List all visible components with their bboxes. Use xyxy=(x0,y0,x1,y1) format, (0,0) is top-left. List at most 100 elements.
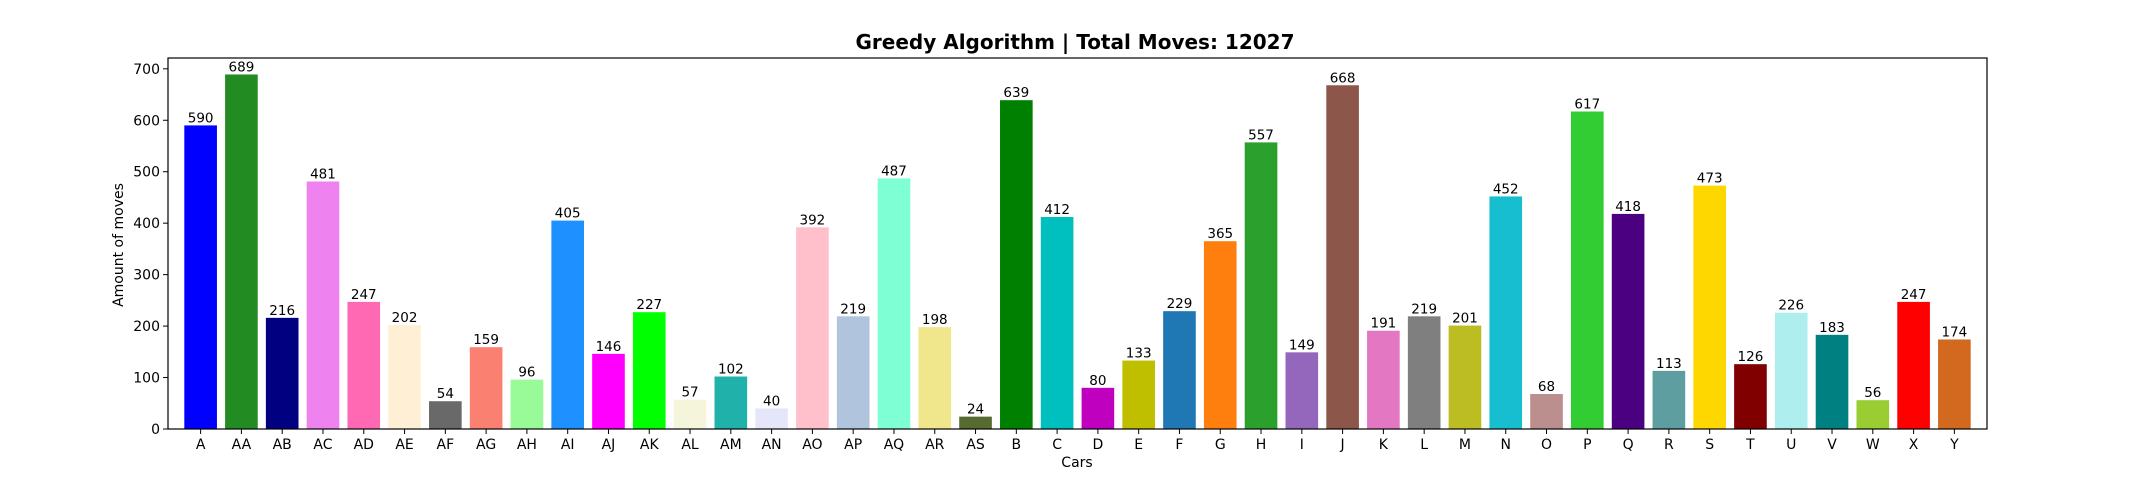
bar-AS xyxy=(959,416,992,429)
bar-Y xyxy=(1938,339,1971,429)
x-tick-label: AQ xyxy=(884,437,904,453)
x-tick-label: AC xyxy=(313,437,332,453)
bar-value-label: 159 xyxy=(473,332,499,348)
x-tick-label: S xyxy=(1705,437,1714,453)
x-tick-label: O xyxy=(1541,437,1552,453)
bar-value-label: 227 xyxy=(636,297,662,313)
bar-M xyxy=(1448,325,1482,429)
bar-value-label: 191 xyxy=(1370,316,1396,332)
bar-value-label: 229 xyxy=(1167,296,1193,312)
x-tick-label: AE xyxy=(395,437,413,453)
bar-AI xyxy=(551,220,585,429)
bar-AG xyxy=(469,347,503,429)
bar-S xyxy=(1693,185,1726,429)
x-tick-label: M xyxy=(1459,437,1471,453)
x-tick-label: AG xyxy=(476,437,496,453)
bar-H xyxy=(1244,142,1278,429)
bar-value-label: 198 xyxy=(922,312,948,328)
plot-area-frame xyxy=(167,57,1988,430)
bar-AC xyxy=(306,181,340,429)
y-tick-label: 0 xyxy=(151,422,160,438)
bar-value-label: 639 xyxy=(1003,85,1029,101)
bar-F xyxy=(1163,311,1196,429)
y-axis-label: Amount of moves xyxy=(111,183,127,307)
y-tick-label: 500 xyxy=(133,165,160,181)
bar-AB xyxy=(265,317,299,429)
bar-T xyxy=(1734,364,1767,429)
x-tick-label: W xyxy=(1866,437,1880,453)
bar-D xyxy=(1081,387,1115,429)
bar-value-label: 617 xyxy=(1574,97,1600,113)
bar-value-label: 481 xyxy=(310,167,336,183)
bar-A xyxy=(184,125,217,429)
x-tick-label: A xyxy=(196,437,206,453)
bar-AP xyxy=(836,316,870,429)
y-tick-label: 300 xyxy=(133,268,160,284)
x-tick-label: E xyxy=(1134,437,1143,453)
bar-value-label: 219 xyxy=(1411,301,1437,317)
bar-value-label: 201 xyxy=(1452,311,1478,327)
bar-AE xyxy=(388,325,421,429)
bar-value-label: 102 xyxy=(718,362,744,378)
y-tick-label: 600 xyxy=(133,113,160,129)
x-tick-label: V xyxy=(1827,437,1837,453)
x-tick-label: AN xyxy=(762,437,782,453)
x-tick-label: AB xyxy=(273,437,292,453)
bar-value-label: 689 xyxy=(229,59,255,75)
bar-AJ xyxy=(592,353,625,429)
bar-C xyxy=(1040,217,1074,429)
bar-AN xyxy=(755,408,788,429)
bar-value-label: 392 xyxy=(800,212,826,228)
x-tick-label: F xyxy=(1175,437,1183,453)
bar-value-label: 365 xyxy=(1207,226,1233,242)
x-tick-label: AP xyxy=(844,437,862,453)
bar-AO xyxy=(796,227,829,429)
bar-value-label: 40 xyxy=(763,393,780,409)
x-tick-label: R xyxy=(1664,437,1674,453)
bar-R xyxy=(1652,370,1686,429)
y-tick-label: 700 xyxy=(133,62,160,78)
bar-value-label: 412 xyxy=(1044,202,1070,218)
bar-AK xyxy=(632,312,666,429)
x-tick-label: AL xyxy=(681,437,699,453)
bar-value-label: 590 xyxy=(188,110,214,126)
bars-layer: 590 689 216 481 247 202 54 159 96 405 146 227 57 102 4… xyxy=(184,59,1971,430)
bar-value-label: 54 xyxy=(437,386,454,402)
bar-value-label: 226 xyxy=(1778,298,1804,314)
bar-value-label: 80 xyxy=(1089,373,1106,389)
bar-AA xyxy=(225,74,258,429)
x-tick-label: AR xyxy=(925,437,945,453)
x-tick-label: AO xyxy=(802,437,822,453)
bar-X xyxy=(1897,301,1930,429)
x-tick-label: P xyxy=(1583,437,1591,453)
x-tick-label: N xyxy=(1500,437,1510,453)
y-tick-label: 200 xyxy=(133,319,160,335)
bar-AM xyxy=(714,376,748,429)
bar-value-label: 113 xyxy=(1656,356,1682,372)
y-tick-label: 100 xyxy=(133,371,160,387)
x-tick-label: L xyxy=(1420,437,1428,453)
bar-W xyxy=(1856,400,1890,429)
x-tick-label: C xyxy=(1052,437,1062,453)
bar-B xyxy=(1000,100,1033,429)
bar-value-label: 473 xyxy=(1697,171,1723,187)
bar-N xyxy=(1489,196,1523,429)
bar-value-label: 247 xyxy=(1901,287,1927,303)
bar-value-label: 202 xyxy=(392,310,418,326)
bar-value-label: 247 xyxy=(351,287,377,303)
x-tick-label: AH xyxy=(517,437,537,453)
x-tick-label: U xyxy=(1786,437,1796,453)
bar-I xyxy=(1285,352,1319,429)
chart-title: Greedy Algorithm | Total Moves: 12027 xyxy=(856,30,1295,54)
x-tick-label: AF xyxy=(437,437,455,453)
x-tick-label: AS xyxy=(966,437,985,453)
bar-value-label: 216 xyxy=(269,303,295,319)
bar-O xyxy=(1530,394,1563,429)
x-tick-label: K xyxy=(1379,437,1389,453)
bar-G xyxy=(1203,241,1237,429)
bar-value-label: 57 xyxy=(681,385,698,401)
x-axis-label: Cars xyxy=(1061,455,1092,471)
bar-value-label: 452 xyxy=(1493,181,1519,197)
